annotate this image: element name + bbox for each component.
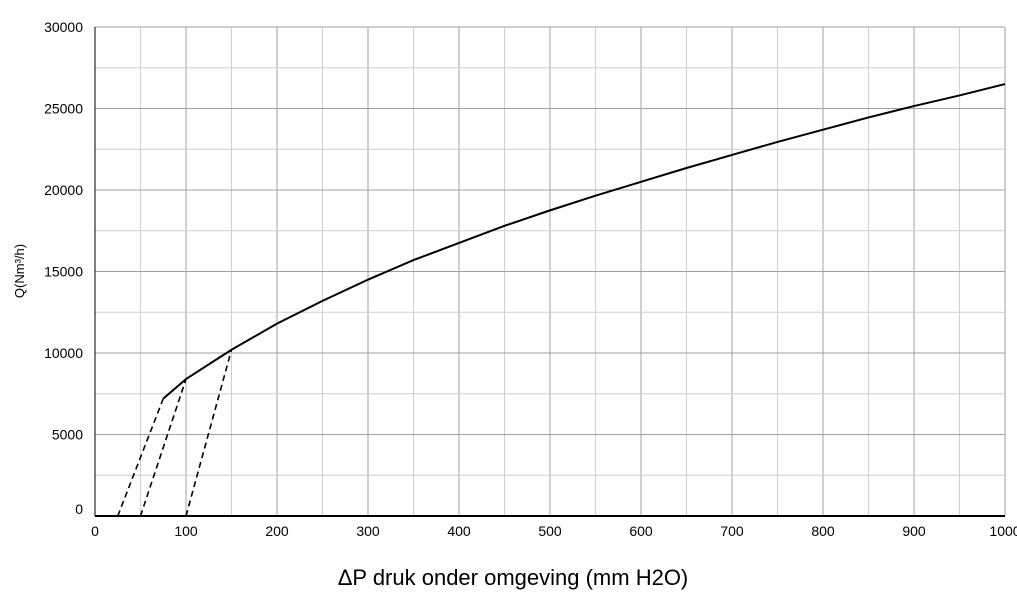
y-tick-label: 25000 [44, 101, 83, 117]
dashed-line-1 [117, 398, 164, 517]
x-tick-label: 600 [629, 523, 653, 539]
grid [94, 26, 1006, 517]
plot-area [117, 83, 1006, 517]
y-tick-label: 5000 [52, 427, 83, 443]
y-tick-label: 15000 [44, 264, 83, 280]
x-tick-label: 1000 [989, 523, 1017, 539]
y-tick-label: 30000 [44, 19, 83, 35]
x-tick-label: 0 [91, 523, 99, 539]
tick-labels: 0 100 200 300 400 500 600 700 800 900 100005000100… [44, 19, 1017, 539]
x-tick-label: 800 [811, 523, 835, 539]
x-tick-label: 200 [265, 523, 289, 539]
y-tick-label: 20000 [44, 182, 83, 198]
x-tick-label: 700 [720, 523, 744, 539]
x-tick-label: 400 [447, 523, 471, 539]
x-tick-label: 900 [902, 523, 926, 539]
main-curve [162, 83, 1006, 400]
x-tick-label: 100 [174, 523, 198, 539]
x-tick-label: 500 [538, 523, 562, 539]
dashed-line-3 [185, 349, 233, 517]
y-tick-label: 0 [75, 501, 83, 517]
x-axis-label: ΔP druk onder omgeving (mm H2O) [338, 565, 689, 590]
x-tick-label: 300 [356, 523, 380, 539]
dashed-line-2 [139, 378, 187, 517]
y-tick-label: 10000 [44, 345, 83, 361]
axes [94, 27, 1005, 517]
y-axis-label: Q(Nm³/h) [12, 244, 27, 298]
